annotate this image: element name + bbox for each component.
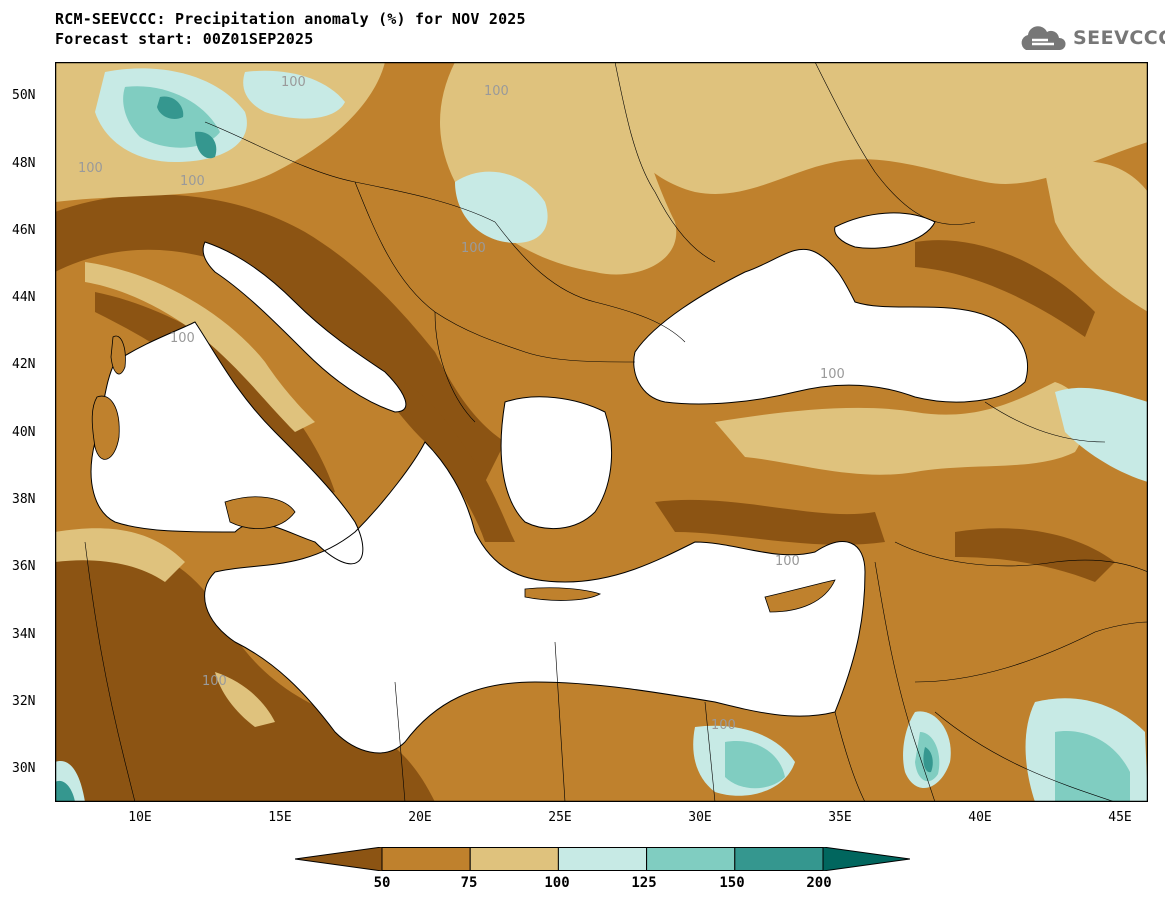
contour-label: 100: [775, 554, 800, 569]
anomaly-map: 100 100 100 100 100 100 100 100 100 100: [55, 62, 1148, 802]
contour-label: 100: [711, 718, 736, 733]
lat-tick-label: 46N: [12, 223, 36, 238]
crete: [524, 587, 602, 601]
lat-tick-label: 38N: [12, 492, 36, 507]
contour-labels: 100 100 100 100 100 100 100 100 100 100: [78, 75, 845, 733]
legend-swatch: [822, 846, 911, 872]
contour-label: 100: [180, 174, 205, 189]
legend-swatch: [734, 847, 824, 871]
legend-threshold-label: 75: [460, 875, 478, 891]
sicily: [224, 496, 296, 529]
seevccc-logo: SEEVCCC: [1018, 24, 1165, 56]
mediterranean-sea: [90, 321, 866, 754]
lat-tick-label: 36N: [12, 559, 36, 574]
sardinia: [91, 395, 120, 460]
azov-sea: [834, 212, 936, 249]
contour-label: 100: [461, 241, 486, 256]
chart-title: RCM-SEEVCCC: Precipitation anomaly (%) f…: [55, 10, 526, 28]
borders: [84, 62, 1148, 802]
lon-tick-label: 10E: [128, 810, 152, 825]
aegean-sea: [500, 396, 612, 530]
islands: [91, 335, 836, 613]
legend-colorbar: [294, 846, 911, 872]
contour-label: 100: [281, 75, 306, 90]
contour-label: 100: [820, 367, 845, 382]
colorbar-svg: [294, 846, 911, 872]
forecast-start-subtitle: Forecast start: 00Z01SEP2025: [55, 30, 314, 48]
lon-tick-label: 15E: [268, 810, 292, 825]
legend-swatch: [646, 847, 736, 871]
lon-tick-label: 35E: [828, 810, 852, 825]
extreme-wet-areas: [55, 96, 933, 802]
map-canvas: 100 100 100 100 100 100 100 100 100 100: [55, 62, 1148, 802]
lon-tick-label: 45E: [1108, 810, 1132, 825]
lat-tick-label: 44N: [12, 290, 36, 305]
legend-threshold-label: 50: [373, 875, 391, 891]
adriatic-sea: [202, 241, 407, 413]
lat-tick-label: 40N: [12, 425, 36, 440]
lat-tick-label: 50N: [12, 88, 36, 103]
legend-threshold-label: 150: [719, 875, 745, 891]
lon-tick-label: 20E: [408, 810, 432, 825]
legend-threshold-label: 125: [631, 875, 657, 891]
legend-swatch: [381, 847, 471, 871]
lon-tick-label: 40E: [968, 810, 992, 825]
cloud-logo-icon: [1021, 26, 1066, 50]
contour-label: 100: [202, 674, 227, 689]
black-sea: [633, 248, 1029, 405]
contour-label: 100: [170, 331, 195, 346]
legend-swatch: [557, 847, 648, 871]
legend-threshold-label: 100: [544, 875, 570, 891]
lat-tick-label: 32N: [12, 694, 36, 709]
lat-tick-label: 42N: [12, 357, 36, 372]
lat-tick-label: 30N: [12, 761, 36, 776]
lon-tick-label: 30E: [688, 810, 712, 825]
contour-label: 100: [78, 161, 103, 176]
contour-label: 100: [484, 84, 509, 99]
legend-swatch: [469, 847, 559, 871]
map-frame: [55, 62, 1148, 802]
lat-tick-label: 48N: [12, 156, 36, 171]
lat-tick-label: 34N: [12, 627, 36, 642]
lon-tick-label: 25E: [548, 810, 572, 825]
legend-threshold-label: 200: [806, 875, 832, 891]
seas: [90, 212, 1029, 754]
logo-text: SEEVCCC: [1073, 27, 1165, 49]
cyprus: [764, 579, 836, 613]
legend-swatch: [294, 846, 383, 872]
corsica: [110, 335, 126, 375]
